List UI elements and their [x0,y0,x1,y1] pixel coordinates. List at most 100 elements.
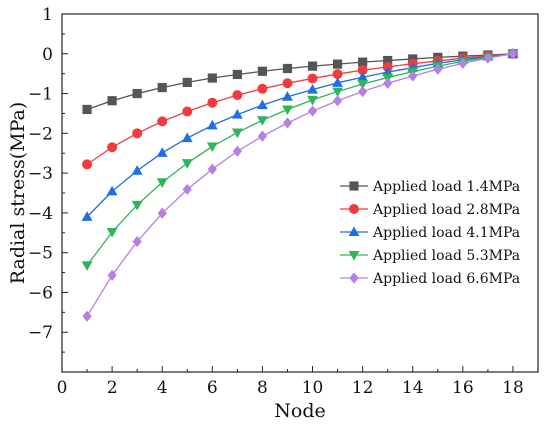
data-point [107,269,117,281]
legend: Applied load 1.4MPa Applied load 2.8MPa Ap… [340,179,520,287]
data-point [181,159,193,169]
data-point [156,178,168,188]
data-point [332,77,343,87]
y-tick-label: −3 [28,164,53,184]
legend-item: Applied load 4.1MPa [340,225,520,241]
data-point [307,105,318,117]
data-point [106,227,118,238]
data-point [82,104,92,115]
data-point [307,61,318,71]
y-tick-label: −2 [28,124,53,144]
data-point [357,71,369,82]
data-point [207,163,217,175]
series-5 [82,48,518,322]
y-tick-label: −7 [28,323,53,343]
y-tick-label: −5 [28,244,53,264]
x-tick-label: 12 [352,378,374,398]
data-point [257,66,268,76]
data-point [383,77,393,89]
data-point [232,90,243,101]
y-tick-label: −6 [28,283,53,303]
legend-label: Applied load 5.3MPa [372,248,520,264]
data-point [232,69,242,80]
data-point [357,80,369,90]
data-point [458,57,468,69]
data-point [82,310,92,322]
x-tick-label: 10 [302,378,324,398]
x-tick-label: 6 [207,378,218,398]
data-point [131,200,143,211]
y-tick-label: 1 [42,5,53,25]
data-point [132,88,142,99]
y-tick-label: −1 [28,85,53,105]
data-point [207,97,218,108]
data-point [107,96,117,106]
data-point [257,99,268,110]
data-point [231,109,243,119]
legend-marker [349,181,359,191]
data-point [182,106,193,117]
data-point [232,145,242,157]
data-point [508,48,518,60]
data-point [282,63,293,74]
x-axis-title: Node [274,400,325,422]
legend-item: Applied load 6.6MPa [340,271,520,287]
x-tick-label: 4 [157,378,168,398]
data-point [81,211,93,221]
data-point [332,69,343,80]
data-point [106,185,118,196]
data-point [131,165,143,175]
data-point [332,95,343,107]
data-point [282,105,293,116]
legend-label: Applied load 4.1MPa [372,225,520,241]
data-point [182,183,192,196]
data-point [282,117,293,129]
data-point [282,78,293,89]
legend-label: Applied load 1.4MPa [372,179,520,195]
data-point [231,128,243,139]
data-point [107,142,118,153]
data-point [307,95,318,106]
series-layer [81,48,519,322]
data-point [207,73,217,83]
series-line [86,53,514,317]
x-tick-label: 0 [57,378,68,398]
data-point [383,55,393,66]
x-tick-label: 2 [107,378,118,398]
x-tick-label: 18 [502,378,524,398]
data-point [81,261,93,271]
data-point [157,116,168,127]
data-point [181,132,193,143]
series-line [86,53,513,165]
data-point [332,87,343,98]
data-point [206,142,218,153]
data-point [358,85,368,98]
data-point [182,77,192,88]
data-point [433,63,443,75]
x-tick-label: 14 [402,378,424,398]
series-line [86,53,514,266]
data-point [257,83,268,94]
legend-marker [348,251,360,261]
legend-marker [349,272,359,284]
legend-item: Applied load 1.4MPa [340,179,520,195]
data-point [307,83,318,94]
data-point [82,159,93,170]
y-tick-label: −4 [28,204,53,224]
x-tick-label: 8 [257,378,268,398]
data-point [408,70,418,82]
data-point [157,82,167,93]
data-point [156,147,168,157]
y-axis-title: Radial stress(MPa) [7,102,29,285]
data-point [132,235,142,248]
data-point [282,91,293,101]
legend-item: Applied load 5.3MPa [340,248,520,264]
data-point [358,57,368,67]
data-point [257,130,268,142]
data-point [332,59,343,69]
data-point [357,65,368,76]
legend-marker [349,204,359,214]
legend-marker [348,226,360,236]
y-tick-label: 0 [42,45,53,65]
